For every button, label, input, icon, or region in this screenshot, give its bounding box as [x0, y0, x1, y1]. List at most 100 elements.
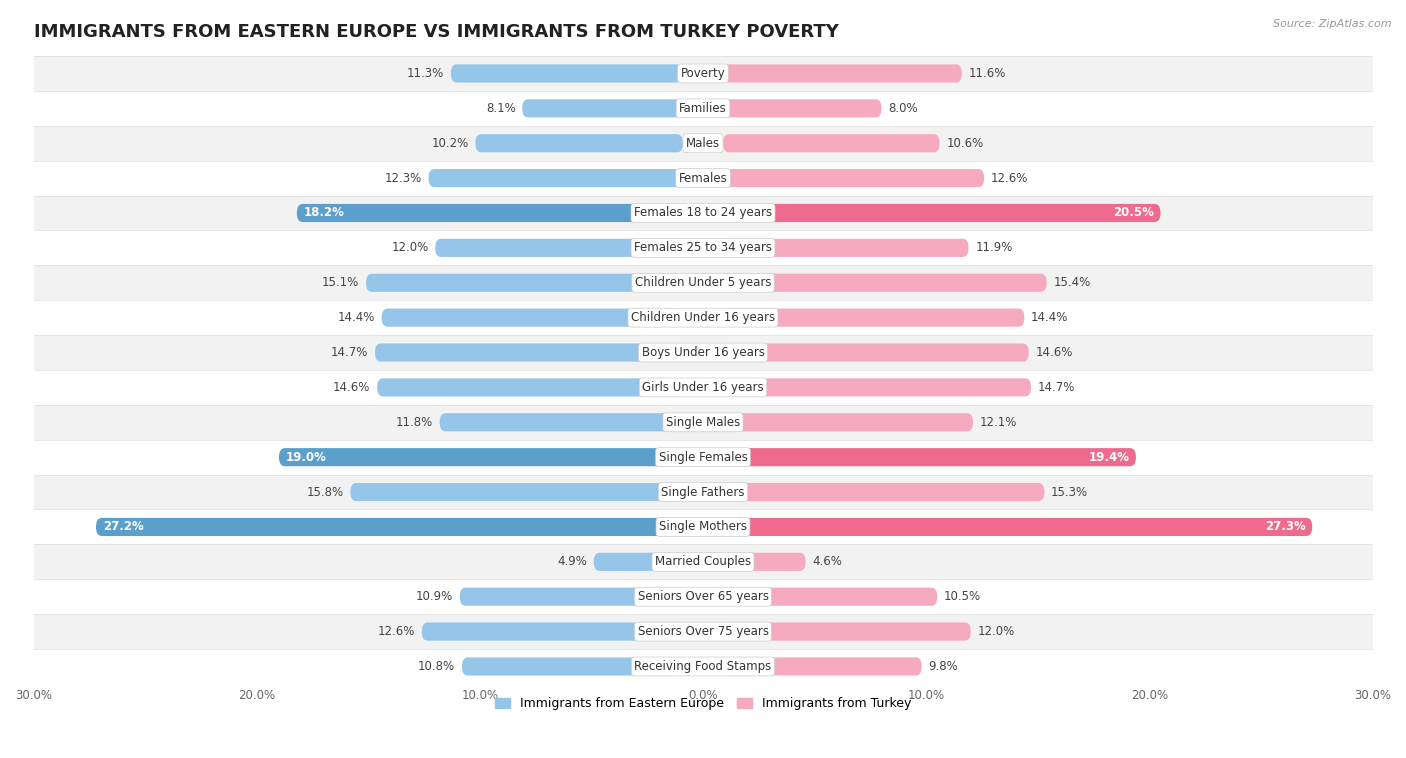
Bar	[34, 614, 1372, 649]
FancyBboxPatch shape	[475, 134, 683, 152]
FancyBboxPatch shape	[375, 343, 683, 362]
Text: 12.0%: 12.0%	[391, 241, 429, 255]
FancyBboxPatch shape	[278, 448, 683, 466]
Text: 11.8%: 11.8%	[395, 416, 433, 429]
Text: 12.6%: 12.6%	[991, 171, 1028, 185]
Text: 11.9%: 11.9%	[976, 241, 1012, 255]
FancyBboxPatch shape	[436, 239, 683, 257]
Bar	[34, 265, 1372, 300]
Text: Single Mothers: Single Mothers	[659, 521, 747, 534]
Text: 12.0%: 12.0%	[977, 625, 1015, 638]
FancyBboxPatch shape	[451, 64, 683, 83]
Text: 14.7%: 14.7%	[330, 346, 368, 359]
Bar	[34, 544, 1372, 579]
Text: 19.4%: 19.4%	[1088, 451, 1129, 464]
Text: 20.5%: 20.5%	[1114, 206, 1154, 220]
Text: 10.8%: 10.8%	[418, 660, 456, 673]
Bar	[34, 56, 1372, 91]
FancyBboxPatch shape	[366, 274, 683, 292]
Bar	[34, 440, 1372, 475]
Bar	[34, 579, 1372, 614]
FancyBboxPatch shape	[723, 622, 970, 641]
Text: Married Couples: Married Couples	[655, 556, 751, 568]
Text: Source: ZipAtlas.com: Source: ZipAtlas.com	[1274, 19, 1392, 29]
Text: 14.7%: 14.7%	[1038, 381, 1076, 394]
Text: Children Under 5 years: Children Under 5 years	[634, 276, 772, 290]
Text: 4.6%: 4.6%	[813, 556, 842, 568]
FancyBboxPatch shape	[723, 483, 1045, 501]
FancyBboxPatch shape	[723, 657, 922, 675]
FancyBboxPatch shape	[297, 204, 683, 222]
Text: 11.6%: 11.6%	[969, 67, 1005, 80]
Text: 14.4%: 14.4%	[1031, 311, 1069, 324]
Text: 15.3%: 15.3%	[1052, 486, 1088, 499]
Text: 9.8%: 9.8%	[928, 660, 957, 673]
Text: Receiving Food Stamps: Receiving Food Stamps	[634, 660, 772, 673]
Bar	[34, 509, 1372, 544]
Text: 12.6%: 12.6%	[378, 625, 415, 638]
FancyBboxPatch shape	[422, 622, 683, 641]
FancyBboxPatch shape	[460, 587, 683, 606]
FancyBboxPatch shape	[723, 99, 882, 117]
Text: 14.4%: 14.4%	[337, 311, 375, 324]
Text: Children Under 16 years: Children Under 16 years	[631, 311, 775, 324]
FancyBboxPatch shape	[723, 239, 969, 257]
FancyBboxPatch shape	[723, 274, 1046, 292]
FancyBboxPatch shape	[723, 413, 973, 431]
FancyBboxPatch shape	[350, 483, 683, 501]
Text: 18.2%: 18.2%	[304, 206, 344, 220]
FancyBboxPatch shape	[723, 343, 1029, 362]
Text: Seniors Over 65 years: Seniors Over 65 years	[637, 590, 769, 603]
Text: 14.6%: 14.6%	[1035, 346, 1073, 359]
Text: 10.5%: 10.5%	[943, 590, 981, 603]
Bar	[34, 126, 1372, 161]
Text: 8.0%: 8.0%	[889, 102, 918, 115]
FancyBboxPatch shape	[723, 448, 1136, 466]
FancyBboxPatch shape	[440, 413, 683, 431]
FancyBboxPatch shape	[723, 309, 1025, 327]
Text: 27.3%: 27.3%	[1265, 521, 1306, 534]
Legend: Immigrants from Eastern Europe, Immigrants from Turkey: Immigrants from Eastern Europe, Immigran…	[491, 692, 915, 716]
Text: 4.9%: 4.9%	[557, 556, 586, 568]
FancyBboxPatch shape	[593, 553, 683, 571]
FancyBboxPatch shape	[723, 518, 1312, 536]
Text: Boys Under 16 years: Boys Under 16 years	[641, 346, 765, 359]
FancyBboxPatch shape	[377, 378, 683, 396]
Text: 15.4%: 15.4%	[1053, 276, 1091, 290]
FancyBboxPatch shape	[723, 169, 984, 187]
Text: 10.2%: 10.2%	[432, 136, 468, 150]
Text: 11.3%: 11.3%	[406, 67, 444, 80]
Text: Females 18 to 24 years: Females 18 to 24 years	[634, 206, 772, 220]
Text: 10.9%: 10.9%	[416, 590, 453, 603]
FancyBboxPatch shape	[723, 587, 938, 606]
Text: Single Fathers: Single Fathers	[661, 486, 745, 499]
Text: Females 25 to 34 years: Females 25 to 34 years	[634, 241, 772, 255]
Text: Single Males: Single Males	[666, 416, 740, 429]
Text: Single Females: Single Females	[658, 451, 748, 464]
FancyBboxPatch shape	[723, 134, 939, 152]
Text: Girls Under 16 years: Girls Under 16 years	[643, 381, 763, 394]
Text: Seniors Over 75 years: Seniors Over 75 years	[637, 625, 769, 638]
Text: 14.6%: 14.6%	[333, 381, 371, 394]
Bar	[34, 196, 1372, 230]
Bar	[34, 475, 1372, 509]
Text: Families: Families	[679, 102, 727, 115]
Text: 27.2%: 27.2%	[103, 521, 143, 534]
FancyBboxPatch shape	[522, 99, 683, 117]
FancyBboxPatch shape	[463, 657, 683, 675]
Text: Females: Females	[679, 171, 727, 185]
Text: Poverty: Poverty	[681, 67, 725, 80]
Text: 8.1%: 8.1%	[486, 102, 516, 115]
Text: 12.1%: 12.1%	[980, 416, 1017, 429]
FancyBboxPatch shape	[723, 204, 1160, 222]
Text: 15.8%: 15.8%	[307, 486, 343, 499]
Bar	[34, 649, 1372, 684]
Bar	[34, 405, 1372, 440]
Text: 15.1%: 15.1%	[322, 276, 360, 290]
Bar	[34, 335, 1372, 370]
FancyBboxPatch shape	[723, 64, 962, 83]
Bar	[34, 161, 1372, 196]
Text: IMMIGRANTS FROM EASTERN EUROPE VS IMMIGRANTS FROM TURKEY POVERTY: IMMIGRANTS FROM EASTERN EUROPE VS IMMIGR…	[34, 23, 838, 41]
Bar	[34, 370, 1372, 405]
Text: 10.6%: 10.6%	[946, 136, 984, 150]
